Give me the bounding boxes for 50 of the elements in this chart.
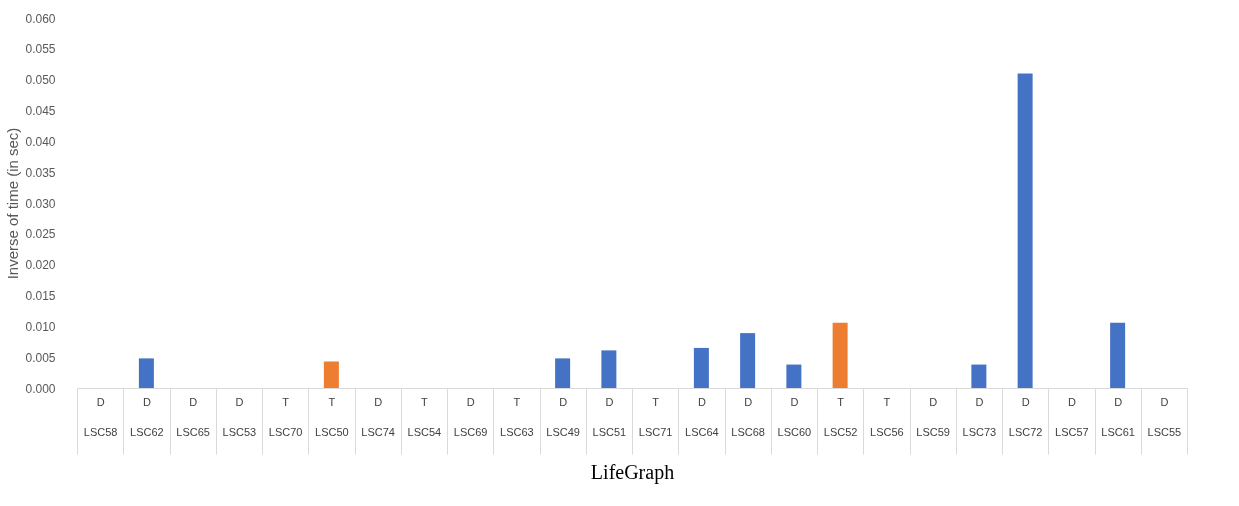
category-label: T LSC56 [870,395,904,438]
y-tick-label: 0.000 [25,381,56,396]
y-tick-label: 0.035 [25,165,56,180]
category-label: D LSC57 [1055,395,1089,438]
category-label: D LSC73 [962,395,997,438]
y-tick-label: 0.025 [25,227,56,242]
bar [786,364,802,388]
y-tick-label: 0.015 [25,289,56,303]
y-tick-label: 0.030 [25,196,56,211]
category-label: D LSC51 [592,395,627,438]
category-label: T LSC52 [823,395,858,438]
bar [323,361,339,388]
x-axis-title: LifeGraph [590,461,675,484]
bar [138,358,154,388]
category-label: T LSC50 [315,395,349,438]
bar [971,364,987,388]
category-label: D LSC60 [777,395,812,438]
category-label: D LSC55 [1147,395,1182,438]
bar [1110,322,1126,388]
category-label: D LSC62 [130,395,164,438]
y-tick-label: 0.060 [25,11,56,26]
y-tick-label: 0.020 [25,258,56,273]
y-tick-label: 0.055 [25,42,56,57]
category-label: D LSC59 [916,395,950,438]
y-tick-label: 0.045 [25,104,56,118]
category-label: D LSC69 [453,395,488,438]
category-label: D LSC68 [731,395,765,438]
category-label: D LSC74 [361,395,395,438]
y-tick-label: 0.040 [25,134,56,149]
category-label: D LSC61 [1101,395,1135,438]
category-label: T LSC71 [638,395,673,438]
category-label: T LSC54 [407,395,442,438]
bar [740,333,756,388]
category-label: D LSC64 [685,395,719,438]
category-label: T LSC63 [500,395,534,438]
category-label: D LSC72 [1008,395,1043,438]
bar [832,322,848,388]
y-tick-label: 0.010 [25,319,56,334]
bar [601,350,617,388]
category-label: D LSC53 [222,395,257,438]
category-label: D LSC49 [546,395,580,438]
category-label: D LSC65 [176,395,210,438]
bar [555,358,571,388]
y-axis-title: Inverse of time (in sec) [4,127,22,280]
bar [1017,73,1033,388]
category-label: T LSC70 [268,395,303,438]
category-label: D LSC58 [83,395,118,438]
y-tick-label: 0.050 [25,73,56,88]
y-tick-label: 0.005 [25,350,56,365]
bar [693,347,709,388]
